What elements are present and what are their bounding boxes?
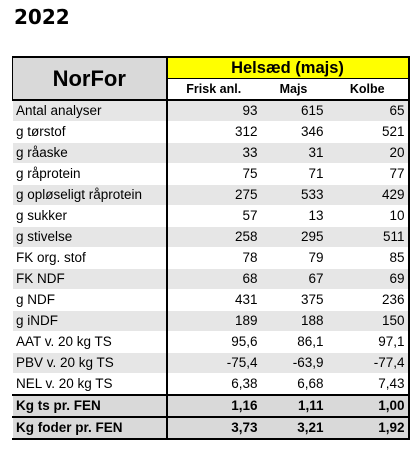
value-cell: 33 [165, 142, 261, 164]
table-row: NEL v. 20 kg TS 6,38 6,68 7,43 [12, 373, 410, 396]
value-cell: 77 [326, 163, 410, 185]
table-row: Kg ts pr. FEN 1,16 1,11 1,00 [12, 394, 410, 418]
row-label: g sukker [12, 205, 167, 227]
value-cell: 1,00 [326, 394, 410, 418]
value-cell: 521 [326, 121, 410, 143]
subheader-row: Frisk anl. Majs Kolbe [13, 78, 410, 101]
table-row: Antal analyser 93 615 65 [12, 100, 410, 122]
column-header-frisk: Frisk anl. [165, 78, 261, 101]
row-label: g iNDF [12, 310, 167, 332]
row-label: Kg ts pr. FEN [12, 394, 167, 418]
value-cell: 150 [326, 310, 410, 332]
value-cell: 71 [260, 163, 327, 185]
value-cell: 375 [260, 289, 327, 311]
value-cell: 85 [326, 247, 410, 269]
value-cell: 1,92 [326, 416, 410, 440]
value-cell: 69 [326, 268, 410, 290]
row-label: g NDF [12, 289, 167, 311]
value-cell: 511 [326, 226, 410, 248]
table-row: FK org. stof 78 79 85 [12, 247, 410, 269]
table-row: g råaske 33 31 20 [12, 142, 410, 164]
value-cell: 1,16 [165, 394, 261, 418]
table-row: PBV v. 20 kg TS -75,4 -63,9 -77,4 [12, 352, 410, 374]
table-row: g NDF 431 375 236 [12, 289, 410, 311]
row-label: NEL v. 20 kg TS [12, 373, 167, 396]
row-label: Antal analyser [12, 100, 167, 122]
page-title: 2022 [14, 5, 70, 29]
value-cell: 97,1 [326, 331, 410, 353]
value-cell: 78 [165, 247, 261, 269]
value-cell: 86,1 [260, 331, 327, 353]
row-label: g opløseligt råprotein [12, 184, 167, 206]
row-label: Kg foder pr. FEN [12, 416, 167, 440]
value-cell: 1,11 [260, 394, 327, 418]
value-cell: 295 [260, 226, 327, 248]
brand-label: NorFor [12, 56, 167, 101]
row-label: PBV v. 20 kg TS [12, 352, 167, 374]
value-cell: 431 [165, 289, 261, 311]
row-label: AAT v. 20 kg TS [12, 331, 167, 353]
table-row: FK NDF 68 67 69 [12, 268, 410, 290]
value-cell: -77,4 [326, 352, 410, 374]
header-row: NorFor Helsæd (majs) [12, 56, 410, 101]
value-cell: 533 [260, 184, 327, 206]
column-header-majs: Majs [260, 78, 327, 101]
value-cell: 3,21 [260, 416, 327, 440]
value-cell: 13 [260, 205, 327, 227]
table-row: g stivelse 258 295 511 [12, 226, 410, 248]
value-cell: 67 [260, 268, 327, 290]
table-row: g sukker 57 13 10 [12, 205, 410, 227]
value-cell: 57 [165, 205, 261, 227]
value-cell: 7,43 [326, 373, 410, 396]
table-row: g opløseligt råprotein 275 533 429 [12, 184, 410, 206]
value-cell: 275 [165, 184, 261, 206]
value-cell: 258 [165, 226, 261, 248]
value-cell: 312 [165, 121, 261, 143]
value-cell: -63,9 [260, 352, 327, 374]
value-cell: 189 [165, 310, 261, 332]
value-cell: 429 [326, 184, 410, 206]
row-label: g stivelse [12, 226, 167, 248]
value-cell: 6,68 [260, 373, 327, 396]
row-label: g tørstof [12, 121, 167, 143]
row-label: FK org. stof [12, 247, 167, 269]
value-cell: 6,38 [165, 373, 261, 396]
value-cell: 10 [326, 205, 410, 227]
column-header-kolbe: Kolbe [326, 78, 410, 101]
group-header: Helsæd (majs) [165, 56, 410, 79]
value-cell: 188 [260, 310, 327, 332]
table-row: g iNDF 189 188 150 [12, 310, 410, 332]
value-cell: -75,4 [165, 352, 261, 374]
value-cell: 65 [326, 100, 410, 122]
value-cell: 95,6 [165, 331, 261, 353]
table-row: Kg foder pr. FEN 3,73 3,21 1,92 [12, 416, 410, 440]
value-cell: 79 [260, 247, 327, 269]
value-cell: 93 [165, 100, 261, 122]
feed-analysis-table: NorFor Helsæd (majs) Frisk anl. Majs Kol… [12, 56, 410, 440]
value-cell: 20 [326, 142, 410, 164]
row-label: FK NDF [12, 268, 167, 290]
value-cell: 236 [326, 289, 410, 311]
table-row: g råprotein 75 71 77 [12, 163, 410, 185]
value-cell: 68 [165, 268, 261, 290]
value-cell: 615 [260, 100, 327, 122]
table-row: AAT v. 20 kg TS 95,6 86,1 97,1 [12, 331, 410, 353]
row-label: g råprotein [12, 163, 167, 185]
value-cell: 3,73 [165, 416, 261, 440]
row-label: g råaske [12, 142, 167, 164]
value-cell: 31 [260, 142, 327, 164]
value-cell: 346 [260, 121, 327, 143]
value-cell: 75 [165, 163, 261, 185]
table-row: g tørstof 312 346 521 [12, 121, 410, 143]
